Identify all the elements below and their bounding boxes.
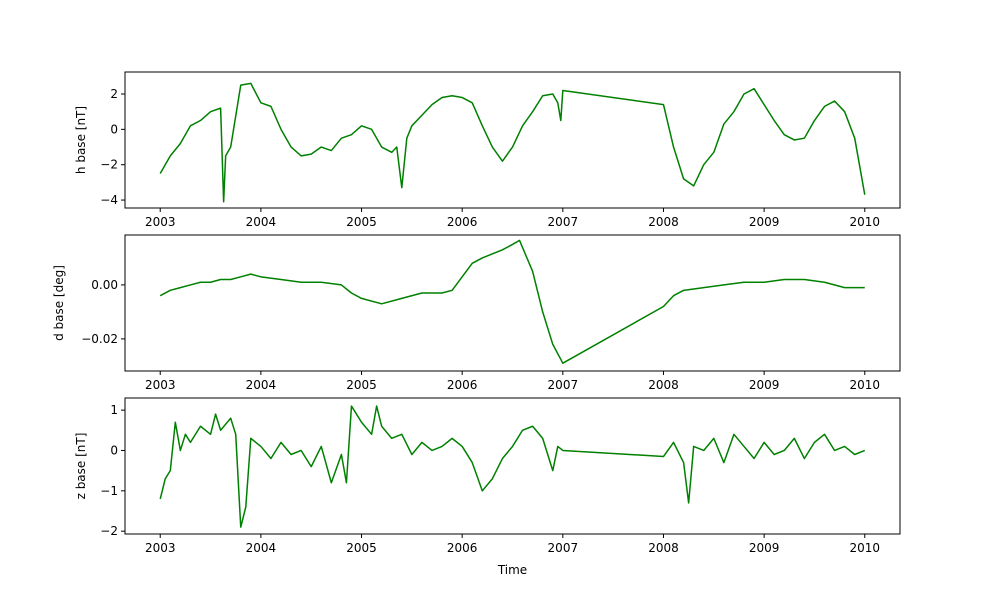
x-tick-label: 2005 (346, 378, 377, 392)
x-tick-label: 2010 (849, 378, 880, 392)
x-axis-label: Time (497, 563, 527, 577)
y-tick-label: −2 (100, 524, 118, 538)
x-tick-label: 2009 (749, 541, 780, 555)
axes-frame (124, 234, 901, 372)
x-tick-label: 2005 (346, 541, 377, 555)
y-tick-label: −2 (100, 158, 118, 172)
plot-area (159, 405, 866, 528)
x-tick-label: 2004 (246, 215, 277, 229)
y-tick-label: −0.02 (81, 332, 118, 346)
x-tick-label: 2007 (548, 215, 579, 229)
x-tick-label: 2009 (749, 378, 780, 392)
y-tick-label: 0 (110, 443, 118, 457)
x-tick-label: 2004 (246, 541, 277, 555)
x-tick-label: 2006 (447, 378, 478, 392)
x-tick-label: 2008 (648, 215, 679, 229)
x-tick-label: 2005 (346, 215, 377, 229)
plot-area (159, 239, 865, 364)
y-tick-label: 1 (110, 403, 118, 417)
x-tick-label: 2006 (447, 215, 478, 229)
x-tick-label: 2009 (749, 215, 780, 229)
y-axis-label: h base [nT] (74, 106, 88, 174)
x-tick-label: 2004 (246, 378, 277, 392)
y-tick-label: 0 (110, 122, 118, 136)
x-tick-label: 2008 (648, 541, 679, 555)
plot-area (159, 82, 866, 203)
axes-frame (124, 71, 901, 209)
data-line (159, 405, 866, 528)
y-tick-label: −4 (100, 193, 118, 207)
y-tick-label: −1 (100, 484, 118, 498)
x-tick-label: 2008 (648, 378, 679, 392)
x-tick-label: 2010 (849, 215, 880, 229)
x-tick-label: 2006 (447, 541, 478, 555)
x-tick-label: 2007 (548, 541, 579, 555)
y-axis-label: z base [nT] (74, 433, 88, 500)
x-tick-label: 2003 (145, 541, 176, 555)
x-tick-label: 2003 (145, 215, 176, 229)
x-tick-label: 2003 (145, 378, 176, 392)
data-line (159, 239, 865, 364)
y-tick-label: 0.00 (91, 278, 118, 292)
y-axis-label: d base [deg] (52, 265, 66, 341)
data-line (159, 82, 866, 203)
y-tick-label: 2 (110, 87, 118, 101)
x-tick-label: 2007 (548, 378, 579, 392)
x-tick-label: 2010 (849, 541, 880, 555)
axes-frame (124, 397, 901, 535)
